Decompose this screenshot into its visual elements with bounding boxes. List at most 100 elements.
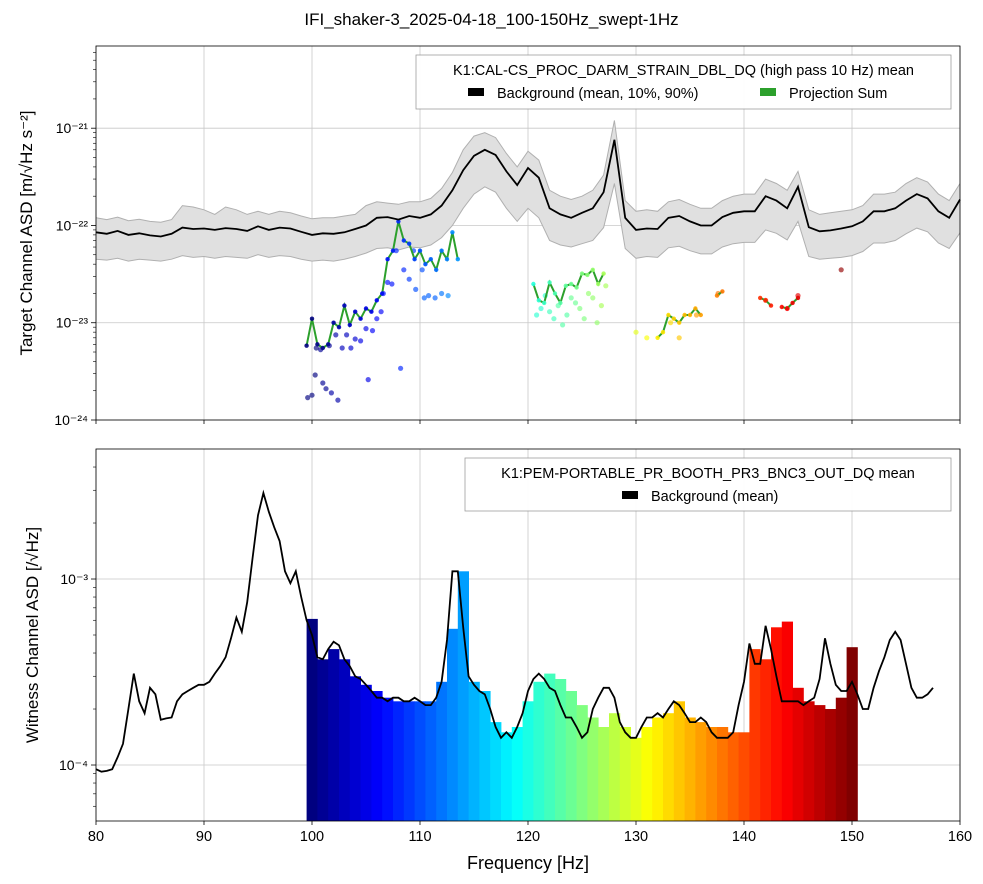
x-tick-label: 130	[624, 829, 648, 845]
injection-bar	[706, 727, 718, 821]
projection-sum-point	[531, 281, 536, 287]
projection-sum-point	[536, 298, 541, 303]
bottom-ylabel: Witness Channel ASD [/√Hz]	[23, 527, 42, 743]
projection-sum-point	[439, 248, 444, 253]
y-tick-label: 10⁻³	[60, 571, 88, 587]
projection-sum-point	[369, 309, 374, 314]
projection-sum-point	[444, 257, 450, 262]
top-legend: K1:CAL-CS_PROC_DARM_STRAIN_DBL_DQ (high …	[415, 54, 952, 110]
projection-point	[445, 293, 451, 299]
projection-point	[309, 392, 315, 398]
projection-sum-point	[779, 304, 784, 310]
top-legend-title: K1:CAL-CS_PROC_DARM_STRAIN_DBL_DQ (high …	[453, 63, 914, 79]
projection-point	[413, 286, 419, 292]
projection-sum-point	[758, 295, 763, 301]
injection-bar	[663, 713, 675, 821]
projection-sum-point	[326, 342, 331, 347]
projection-point	[389, 281, 395, 287]
projection-sum-segment	[781, 297, 799, 310]
x-tick-label: 140	[732, 829, 756, 845]
projection-point	[838, 267, 844, 273]
x-tick-label: 80	[88, 829, 104, 845]
injection-bar	[781, 621, 793, 821]
projection-point	[693, 312, 700, 318]
projection-point	[398, 365, 404, 371]
x-tick-label: 120	[516, 829, 540, 845]
legend-swatch-projection	[760, 88, 776, 96]
projection-point	[378, 309, 384, 315]
injection-bar	[414, 701, 426, 821]
projection-sum-point	[331, 320, 336, 325]
injection-bar	[598, 727, 610, 821]
projection-point	[358, 338, 364, 344]
background-mean-line	[95, 139, 961, 238]
injection-bar	[522, 701, 534, 821]
projection-sum-point	[434, 267, 439, 272]
injection-bar	[727, 732, 739, 821]
projection-sum-point	[698, 312, 703, 318]
injection-bar	[328, 649, 340, 821]
y-tick-label: 10⁻⁴	[59, 757, 88, 773]
projection-sum-point	[579, 271, 585, 276]
projection-point	[333, 332, 339, 338]
projection-point	[560, 322, 566, 328]
projection-sum-point	[666, 312, 671, 318]
projection-sum-point	[407, 241, 412, 246]
projection-sum-point	[655, 335, 660, 340]
projection-sum-point	[677, 320, 682, 325]
projection-sum-point	[671, 316, 676, 321]
projection-sum-point	[768, 303, 774, 308]
projection-sum-point	[455, 257, 460, 262]
projection-point	[577, 305, 583, 312]
top-legend-box	[415, 54, 952, 110]
projection-point	[432, 295, 438, 301]
projection-point	[439, 290, 445, 297]
projection-point	[335, 397, 341, 403]
projection-point	[581, 316, 587, 322]
injection-bar	[490, 722, 502, 821]
projection-point	[320, 380, 326, 386]
projection-point	[323, 386, 329, 392]
witness-asd-panel: 80 90 100 110 120 130 140 150 160 10⁻⁴ 10⁻³ Witnes…	[23, 448, 972, 845]
top-ylabel: Target Channel ASD [m/√Hz s⁻²]	[17, 110, 36, 355]
injection-bar	[555, 679, 567, 821]
projection-point	[363, 326, 369, 332]
projection-sum-point	[785, 306, 790, 311]
projection-point	[393, 248, 399, 254]
projection-sum-point	[412, 257, 417, 262]
injection-bar	[436, 681, 448, 821]
projection-point	[538, 305, 544, 312]
injection-bar	[846, 647, 858, 821]
projection-sum-point	[363, 306, 369, 311]
injection-bar	[803, 701, 815, 821]
projection-point	[365, 377, 371, 383]
x-tick-label: 90	[196, 829, 212, 845]
x-axis-label: Frequency [Hz]	[467, 853, 589, 873]
projection-point	[348, 345, 354, 351]
injection-bar	[349, 676, 361, 821]
projection-sum-point	[601, 271, 606, 276]
projection-sum-point	[585, 272, 590, 278]
percentile-90-line	[95, 120, 961, 223]
projection-point	[406, 276, 412, 282]
bottom-legend: K1:PEM-PORTABLE_PR_BOOTH_PR3_BNC3_OUT_DQ…	[464, 457, 952, 512]
projection-point	[385, 279, 391, 285]
projection-point	[551, 316, 557, 322]
projection-sum-point	[417, 248, 423, 253]
injection-bar	[630, 737, 642, 821]
injection-bar	[792, 687, 804, 821]
injection-bar	[382, 697, 394, 821]
bottom-legend-title: K1:PEM-PORTABLE_PR_BOOTH_PR3_BNC3_OUT_DQ…	[501, 466, 915, 482]
projection-point	[547, 309, 553, 315]
injection-bar	[511, 727, 523, 821]
x-tick-label: 160	[948, 829, 972, 845]
projection-sum-point	[320, 345, 325, 351]
projection-sum-point	[590, 267, 595, 272]
projection-point	[369, 328, 376, 334]
projection-point	[633, 329, 639, 335]
projection-sum-point	[558, 300, 563, 306]
projection-sum-point	[687, 312, 693, 318]
figure-title: IFI_shaker-3_2025-04-18_100-150Hz_swept-…	[304, 10, 678, 29]
projection-point	[585, 290, 592, 297]
